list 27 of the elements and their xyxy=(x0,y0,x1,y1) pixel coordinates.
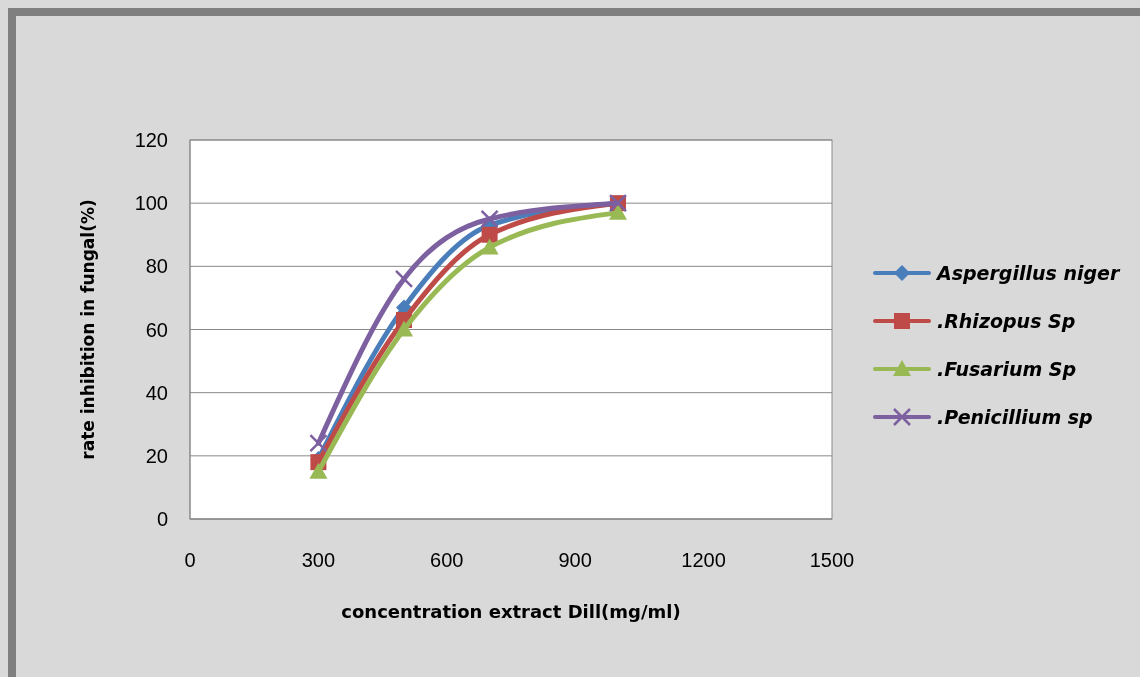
x-tick-label: 1200 xyxy=(681,549,726,571)
y-tick-label: 20 xyxy=(145,444,168,467)
y-tick-label: 0 xyxy=(156,508,168,530)
point xyxy=(480,238,499,255)
x-tick-label: 0 xyxy=(184,549,196,571)
y-tick-label: 120 xyxy=(134,129,168,151)
point xyxy=(309,433,328,453)
y-tick-label: 80 xyxy=(145,255,168,278)
point xyxy=(394,269,414,289)
legend-label: .Penicillium sp xyxy=(937,405,1093,428)
legend-label: Aspergillus niger xyxy=(935,261,1121,284)
y-tick-label: 100 xyxy=(134,192,168,215)
x-tick-label: 900 xyxy=(558,549,592,571)
point xyxy=(395,320,413,337)
point xyxy=(609,203,627,220)
point xyxy=(480,209,499,229)
x-tick-label: 300 xyxy=(301,549,336,571)
x-axis-title: concentration extract Dill(mg/ml) xyxy=(341,601,681,622)
x-tick-label: 1500 xyxy=(809,549,855,571)
y-tick-label: 40 xyxy=(145,381,168,404)
legend-label: .Fusarium Sp xyxy=(937,357,1077,380)
point xyxy=(309,462,328,479)
x-tick-label: 600 xyxy=(430,549,464,571)
y-tick-label: 60 xyxy=(145,318,168,341)
point xyxy=(481,226,498,243)
y-axis-title: rate inhibition in fungal(%) xyxy=(78,199,98,460)
legend-label: .Rhizopus Sp xyxy=(937,309,1076,332)
